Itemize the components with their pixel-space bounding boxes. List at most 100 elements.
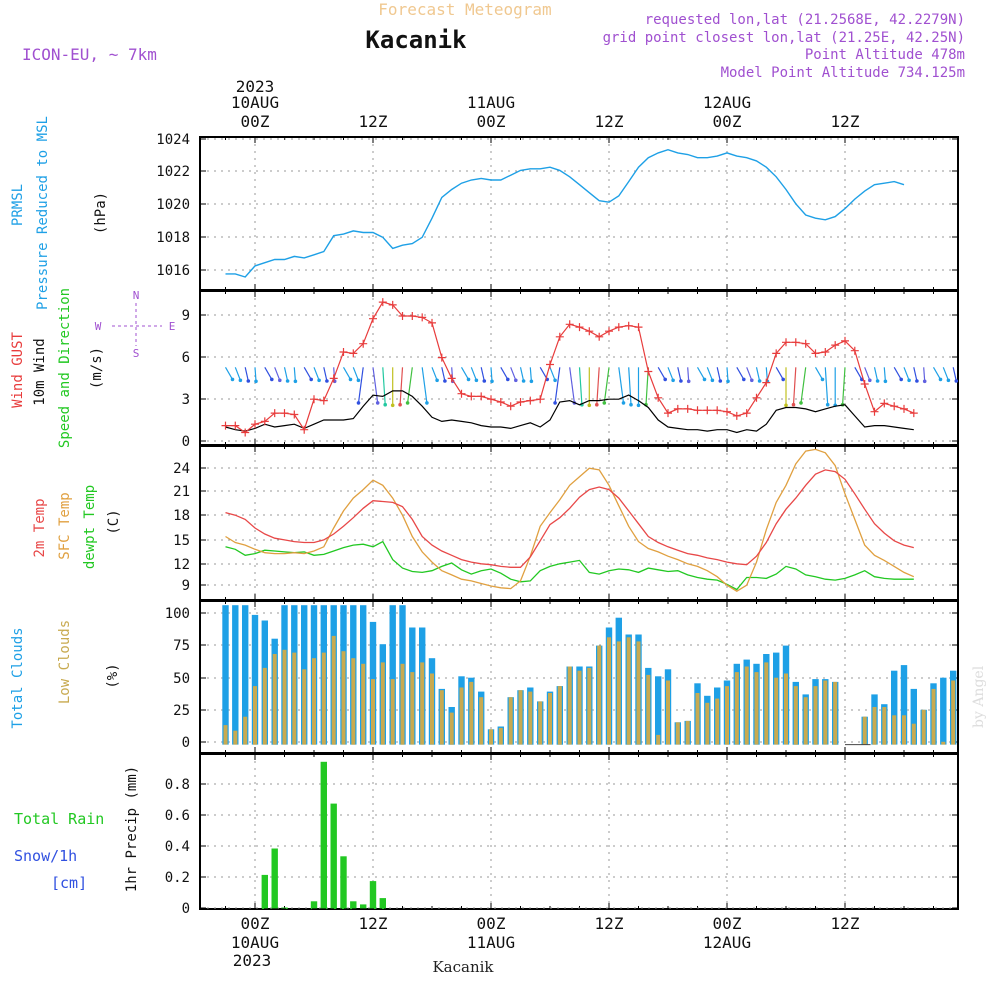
- location-title: Kacanik: [365, 26, 467, 54]
- low-cloud-bar: [784, 673, 788, 745]
- wind-arrow: [893, 366, 902, 380]
- bottom-hour-label: 12Z: [359, 914, 388, 933]
- gust-marker: [683, 404, 692, 413]
- rain-bar: [350, 901, 357, 910]
- rain-bar: [310, 901, 318, 910]
- wind-arrow-head: [246, 379, 251, 383]
- top-date-label: 10AUG: [231, 93, 279, 112]
- wind-arrow-head: [278, 378, 282, 383]
- wind-arrow: [657, 366, 666, 380]
- low-cloud-bar: [518, 690, 523, 745]
- wind-arrow: [500, 366, 509, 380]
- wind-arrow-head: [868, 378, 872, 383]
- y-tick-label: 9: [182, 578, 190, 594]
- y-tick-label: 0.6: [165, 808, 190, 824]
- wind-arrow: [470, 367, 477, 381]
- gust-marker: [496, 398, 505, 406]
- low-cloud-bar: [528, 691, 533, 745]
- y-tick-label: 0: [182, 434, 190, 450]
- gust-marker: [762, 378, 771, 387]
- gust-marker: [260, 417, 269, 426]
- precip-ylabel: 1hr Precip (mm): [124, 766, 140, 892]
- gust-marker: [349, 349, 358, 358]
- gust-marker: [634, 323, 643, 332]
- compass-n: N: [133, 289, 140, 302]
- gust-marker: [487, 395, 495, 404]
- wind-arrow: [628, 367, 632, 405]
- wind-unit: (m/s): [89, 347, 105, 389]
- bottom-hour-label: 00Z: [477, 914, 506, 933]
- wind-arrow-head: [474, 378, 479, 383]
- wind-arrow: [923, 367, 926, 382]
- wind-arrow: [519, 367, 525, 382]
- low-cloud-bar: [439, 690, 444, 745]
- y-tick-label: 21: [173, 484, 190, 500]
- top-hour-label: 00Z: [241, 112, 270, 131]
- y-tick-label: 0: [182, 901, 190, 917]
- y-tick-label: 15: [173, 533, 190, 549]
- top-hour-label: 00Z: [477, 112, 506, 131]
- wind-arrow: [603, 367, 610, 403]
- wind-arrow-head: [553, 401, 557, 405]
- wind-arrow-head: [435, 378, 439, 383]
- total-cloud-bar: [251, 614, 259, 745]
- rain-label: Total Rain: [14, 810, 104, 828]
- wind-arrow-head: [784, 403, 788, 408]
- gust-marker: [890, 402, 899, 411]
- rain-bar: [261, 874, 268, 909]
- gust-marker: [850, 346, 859, 355]
- low-cloud-bar: [607, 637, 611, 745]
- wind-arrow: [283, 367, 289, 382]
- bottom-hour-label: 00Z: [241, 914, 270, 933]
- compass-e: E: [169, 320, 176, 333]
- bottom-hour-label: 12Z: [595, 914, 624, 933]
- wind-arrow: [854, 366, 863, 380]
- top-date-label: 12AUG: [703, 93, 751, 112]
- wind-arrow: [274, 367, 281, 381]
- low-cloud-bar: [892, 715, 897, 745]
- wind-arrow-head: [954, 379, 959, 383]
- snow-label: Snow/1h: [14, 847, 77, 865]
- t2m-line: [225, 469, 914, 568]
- wind-arrow: [323, 367, 328, 382]
- wind-arrow: [399, 367, 404, 405]
- gust-marker: [664, 409, 672, 418]
- gust-marker: [231, 421, 240, 430]
- bottom-hour-label: 00Z: [713, 914, 742, 933]
- gust-marker: [870, 407, 879, 416]
- wind-arrow-head: [820, 377, 825, 382]
- gust-marker: [673, 404, 682, 413]
- wind-arrow-head: [270, 377, 274, 382]
- y-tick-label: 1024: [156, 132, 190, 148]
- gust-marker: [546, 360, 554, 369]
- model-altitude: Model Point Altitude 734.125m: [721, 65, 965, 81]
- gust-marker: [457, 389, 466, 398]
- bottom-date-label: 11AUG: [467, 933, 515, 952]
- pressure-label-line1: PRMSL: [10, 184, 26, 226]
- low-cloud-bar: [754, 672, 759, 745]
- low-cloud-bar: [616, 641, 621, 745]
- wind-arrow-head: [521, 379, 526, 383]
- low-cloud-bar: [793, 686, 798, 745]
- gust-marker: [624, 321, 633, 330]
- low-cloud-bar: [223, 725, 228, 745]
- top-hour-label: 00Z: [713, 112, 742, 131]
- gust-marker: [752, 393, 761, 402]
- wind-arrow: [480, 367, 485, 382]
- compass-s: S: [133, 347, 140, 360]
- low-cloud-bar: [646, 674, 651, 745]
- low-cloud-bar: [715, 698, 720, 745]
- rain-bar: [369, 881, 377, 909]
- low-cloud-bar: [764, 662, 769, 745]
- pressure-line: [225, 148, 905, 278]
- wind10-label: 10m Wind: [32, 338, 48, 405]
- total-cloud-bar: [242, 605, 249, 745]
- wind-arrow: [736, 366, 745, 380]
- total-cloud-bar: [910, 688, 917, 745]
- footer-location: Kacanik: [432, 958, 494, 976]
- wind-arrow-head: [781, 377, 785, 382]
- wind-arrow-head: [742, 377, 746, 382]
- wind-arrow-head: [922, 379, 927, 384]
- low-cloud-bar: [341, 651, 346, 745]
